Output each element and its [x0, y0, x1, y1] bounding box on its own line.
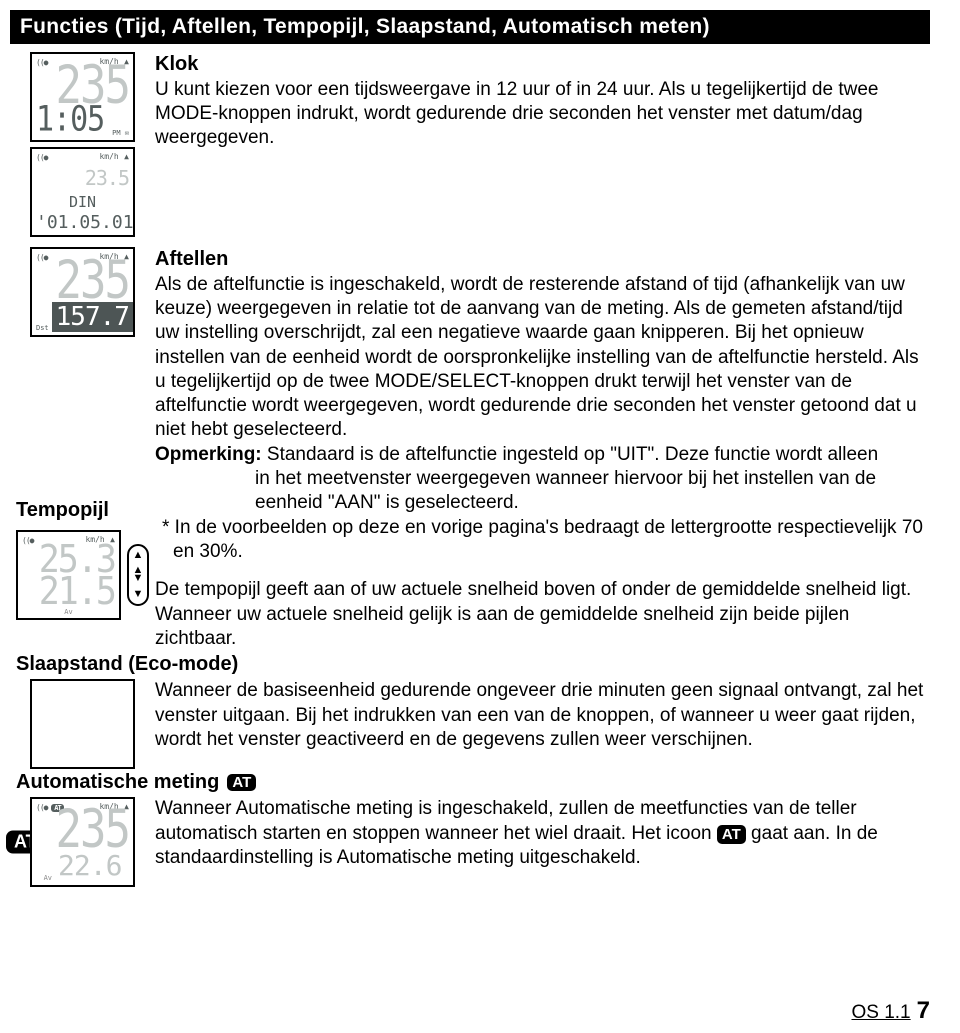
note-first-line: Standaard is de aftelfunctie ingesteld o… — [262, 444, 879, 465]
slaapstand-body: Wanneer de basiseenheid gedurende ongeve… — [155, 679, 930, 769]
auto-heading-row: Automatische meting AT — [16, 771, 930, 794]
klok-screens: ((●km/h ▲ 235 1:05PM ✉ ((●km/h ▲ 23.5 DI… — [10, 52, 155, 237]
section-auto: AT ((● ATkm/h ▲ 235 Av22.6 Wanneer Autom… — [10, 797, 930, 887]
auto-heading: Automatische meting — [16, 771, 219, 794]
lcd-klok-2: ((● km/h ▲ 23.5 DIN '01.05.01. — [30, 147, 135, 237]
lcd-tempopijl: ((●km/h ▲ 25.3 21.5 Av — [16, 530, 121, 620]
slaapstand-screens — [10, 679, 155, 769]
aftellen-body: Als de aftelfunctie is ingeschakeld, wor… — [155, 273, 930, 443]
lcd-din: DIN — [36, 195, 129, 210]
lcd-date: '01.05.01. — [36, 214, 129, 232]
lcd-av-label: Av — [44, 874, 52, 882]
section-aftellen: ((●km/h ▲ 235 Dst157.7 Tempopijl ((●km/h… — [10, 247, 930, 651]
auto-body: Wanneer Automatische meting is ingeschak… — [155, 797, 930, 887]
auto-screens: ((● ATkm/h ▲ 235 Av22.6 — [10, 797, 155, 887]
aftellen-heading: Aftellen — [155, 247, 930, 273]
aftellen-text: Aftellen Als de aftelfunctie is ingescha… — [155, 247, 930, 651]
section-klok: ((●km/h ▲ 235 1:05PM ✉ ((●km/h ▲ 23.5 DI… — [10, 52, 930, 237]
aftellen-screens: ((●km/h ▲ 235 Dst157.7 Tempopijl ((●km/h… — [10, 247, 155, 651]
at-badge-icon: AT — [227, 774, 256, 791]
lcd-blank — [30, 679, 135, 769]
aftellen-star-note: * In de voorbeelden op deze en vorige pa… — [155, 516, 930, 565]
at-badge-inline-icon: AT — [717, 825, 746, 844]
section-slaapstand: Wanneer de basiseenheid gedurende ongeve… — [10, 679, 930, 769]
klok-heading: Klok — [155, 52, 930, 78]
klok-body: U kunt kiezen voor een tijdsweergave in … — [155, 78, 930, 151]
klok-text: Klok U kunt kiezen voor een tijdsweergav… — [155, 52, 930, 237]
aftellen-note: Opmerking: Standaard is de aftelfunctie … — [155, 443, 930, 516]
lcd-speed-avg: 21.5 — [39, 575, 115, 610]
lcd-klok-1: ((●km/h ▲ 235 1:05PM ✉ — [30, 52, 135, 142]
tempopijl-heading: Tempopijl — [16, 499, 109, 522]
lcd-dst-label: Dst — [36, 324, 49, 332]
lcd-auto: ((● ATkm/h ▲ 235 Av22.6 — [30, 797, 135, 887]
lcd-time: 1:05 — [36, 99, 104, 139]
footer-page-number: 7 — [917, 997, 930, 1024]
slaapstand-heading: Slaapstand (Eco-mode) — [16, 653, 930, 676]
lcd-speed: 235 — [36, 259, 129, 304]
lcd-aftellen: ((●km/h ▲ 235 Dst157.7 — [30, 247, 135, 337]
page-footer: OS 1.1 7 — [851, 997, 930, 1025]
lcd-speed: 23.5 — [36, 166, 129, 190]
lcd-pm: PM ✉ — [112, 129, 129, 137]
footer-os: OS 1.1 — [851, 1002, 910, 1023]
page-title: Functies (Tijd, Aftellen, Tempopijl, Sla… — [10, 10, 930, 44]
lcd-speed: 235 — [36, 807, 129, 852]
signal-icon: ((● — [36, 153, 47, 162]
note-rest: in het meetvenster weergegeven wanneer h… — [155, 467, 930, 516]
lcd-unit: km/h — [99, 152, 118, 161]
arrow-up-icon: ▲ — [124, 152, 129, 161]
pace-arrows-icon: ▲ ▲▼ ▼ — [127, 544, 149, 605]
tempopijl-body: De tempopijl geeft aan of uw actuele sne… — [155, 578, 930, 651]
note-label: Opmerking: — [155, 444, 262, 465]
signal-icon: ((● — [22, 536, 33, 545]
